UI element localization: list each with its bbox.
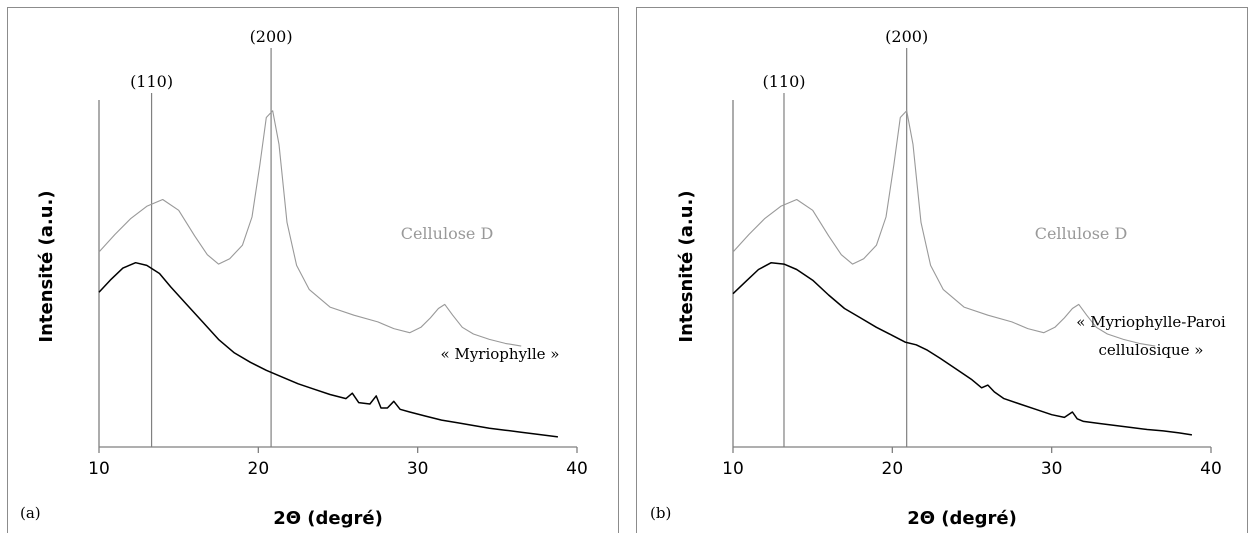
y-axis-title: Intesnité (a.u.) [676, 190, 697, 342]
x-tick-label: 30 [1041, 459, 1063, 479]
series-label-cellulose: Cellulose D [1035, 224, 1128, 243]
series-line-cellulose [732, 110, 1156, 347]
reference-line-label: (110) [130, 72, 173, 91]
x-tick-label: 10 [88, 459, 110, 479]
panel-letter: (a) [20, 504, 41, 522]
series-line-sample [98, 261, 558, 438]
reference-line-label: (200) [885, 27, 928, 46]
panel-letter: (b) [650, 504, 671, 522]
chart-panel-a: 10 20 30 40 (110) (200) Cellulose D « Myriophyl… [7, 7, 619, 533]
x-tick-label: 20 [248, 459, 270, 479]
panel-frame [636, 7, 1248, 533]
x-axis-title: 2Θ (degré) [907, 508, 1017, 529]
series-label-cellulose: Cellulose D [401, 224, 494, 243]
series-line-cellulose [98, 110, 522, 347]
series-label-sample: « Myriophylle » [441, 345, 560, 363]
x-tick-label: 40 [566, 459, 588, 479]
reference-line-label: (110) [762, 72, 805, 91]
reference-line-label: (200) [250, 27, 293, 46]
x-tick-label: 20 [882, 459, 904, 479]
y-axis-title: Intensité (a.u.) [36, 190, 57, 342]
x-axis-title: 2Θ (degré) [273, 508, 383, 529]
panel-frame [7, 7, 619, 533]
chart-panel-b: 10 20 30 40 (110) (200) Cellulose D « Myriophyl… [636, 7, 1248, 533]
series-label-sample: « Myriophylle-Paroi cellulosique » [1076, 313, 1226, 359]
x-tick-label: 40 [1200, 459, 1222, 479]
x-tick-label: 30 [407, 459, 429, 479]
x-tick-label: 10 [722, 459, 744, 479]
series-line-sample [732, 261, 1193, 436]
